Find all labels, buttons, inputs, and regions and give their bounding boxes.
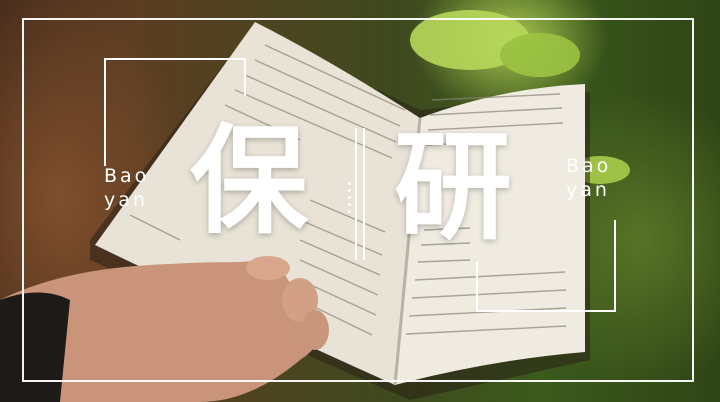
- title-divider-line: [363, 128, 365, 260]
- corner-bracket-top-left: [104, 58, 246, 166]
- side-label-left: Bao yan: [104, 164, 149, 212]
- divider-dots: [346, 182, 354, 217]
- side-label-right-line2: yan: [566, 179, 610, 201]
- title-char-right: 研: [394, 117, 513, 256]
- hand: [0, 256, 329, 402]
- left-page: [95, 22, 420, 385]
- outer-frame: [22, 18, 694, 382]
- corner-bracket-bottom-right-tick: [476, 262, 478, 312]
- title-char-left: 保: [190, 111, 309, 250]
- side-label-right-line1: Bao: [566, 155, 612, 177]
- side-label-left-line1: Bao: [104, 165, 150, 187]
- side-label-left-line2: yan: [104, 189, 148, 211]
- title-divider-line: [355, 128, 357, 260]
- corner-bracket-top-left-tick: [244, 58, 246, 96]
- corner-bracket-bottom-right: [476, 220, 616, 312]
- side-label-right: Bao yan: [566, 154, 611, 202]
